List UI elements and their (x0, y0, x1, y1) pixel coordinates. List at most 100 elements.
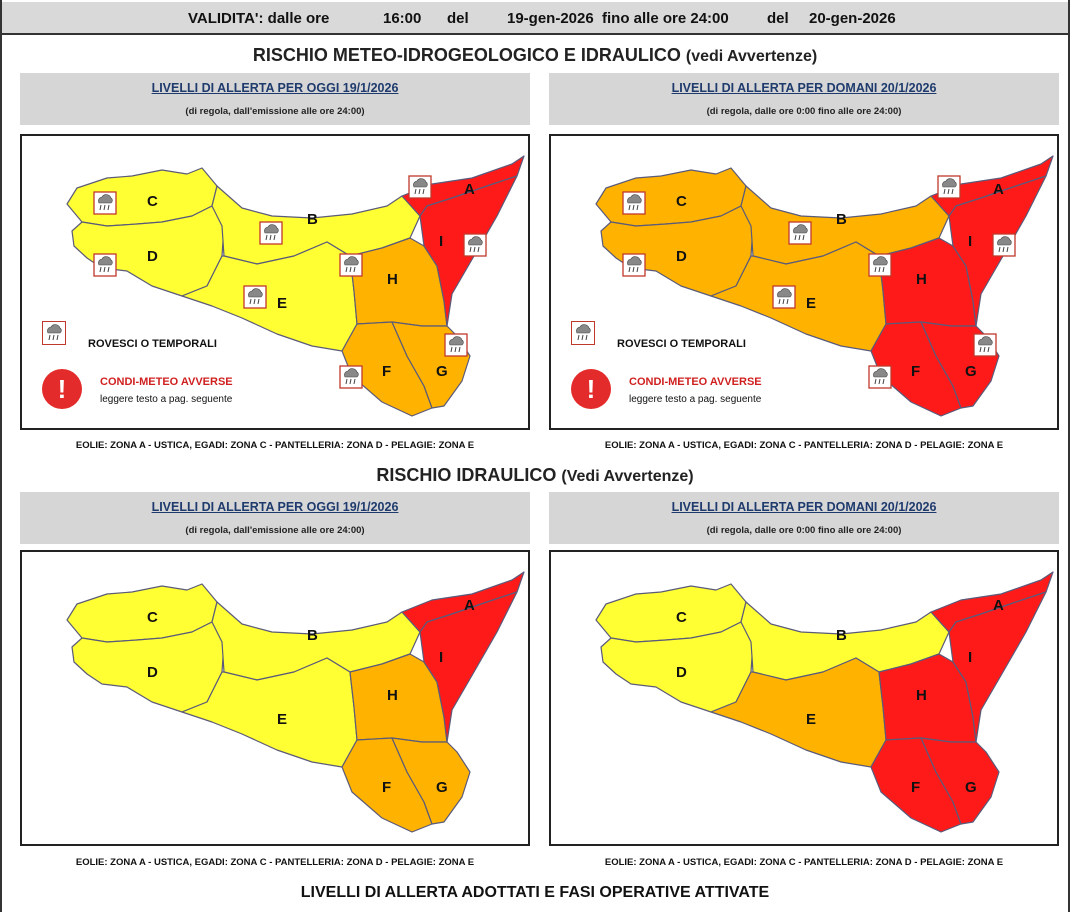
storm-icon (973, 333, 997, 357)
zone-g (391, 737, 471, 825)
storm-icon (339, 253, 363, 277)
map-hydraulic-today: A B C D E F G H I (20, 550, 530, 846)
validity-del-2: del (767, 10, 789, 27)
zone-label-a: A (464, 181, 475, 198)
zone-label-a: A (993, 597, 1004, 614)
storm-icon (788, 221, 812, 245)
storm-icon (992, 233, 1016, 257)
panel-subtitle: (di regola, dalle ore 0:00 fino alle ore… (706, 106, 902, 117)
islands-note: EOLIE: ZONA A - USTICA, EGADI: ZONA C - … (604, 440, 1004, 451)
section-meteo-title: RISCHIO METEO-IDROGEOLOGICO E IDRAULICO … (0, 45, 1070, 66)
zone-label-d: D (676, 248, 687, 265)
zone-label-i: I (968, 233, 972, 250)
islands-note: EOLIE: ZONA A - USTICA, EGADI: ZONA C - … (75, 440, 475, 451)
zone-label-f: F (382, 363, 391, 380)
panel-title: LIVELLI DI ALLERTA PER OGGI 19/1/2026 (151, 500, 399, 514)
panel-subtitle: (di regola, dalle ore 0:00 fino alle ore… (706, 525, 902, 536)
map-hydraulic-tomorrow: A B C D E F G H I (549, 550, 1059, 846)
zone-label-e: E (277, 295, 287, 312)
zone-label-f: F (911, 363, 920, 380)
zone-label-g: G (436, 779, 448, 796)
storm-icon (259, 221, 283, 245)
legend-adverse: CONDI-METEO AVVERSE (629, 376, 762, 388)
section-hydraulic-subtitle: (Vedi Avvertenze) (561, 468, 694, 485)
storm-icon (772, 285, 796, 309)
zone-label-a: A (464, 597, 475, 614)
sicily-map: A B C D E F G H I (595, 571, 1054, 833)
storm-icon (243, 285, 267, 309)
zone-label-f: F (911, 779, 920, 796)
zone-label-d: D (147, 664, 158, 681)
zone-label-b: B (307, 627, 318, 644)
panel-head-hydraulic-today: LIVELLI DI ALLERTA PER OGGI 19/1/2026 (d… (20, 492, 530, 544)
zone-label-g: G (965, 363, 977, 380)
zone-label-i: I (968, 649, 972, 666)
validity-to-date: 20-gen-2026 (809, 10, 896, 27)
sicily-map: A B C D E F G H I (595, 155, 1054, 417)
panel-head-meteo-tomorrow: LIVELLI DI ALLERTA PER DOMANI 20/1/2026 … (549, 73, 1059, 125)
zone-g (920, 737, 1000, 825)
zone-label-h: H (387, 687, 398, 704)
zone-label-h: H (387, 271, 398, 288)
zone-label-c: C (676, 193, 687, 210)
zone-label-h: H (916, 271, 927, 288)
section-hydraulic-title-main: RISCHIO IDRAULICO (376, 465, 557, 485)
zone-label-b: B (307, 211, 318, 228)
zone-i (948, 591, 1047, 743)
sicily-map: A B C D E F G H I (66, 155, 525, 417)
storm-icon (868, 253, 892, 277)
zone-label-i: I (439, 233, 443, 250)
storm-icon (622, 191, 646, 215)
zone-label-h: H (916, 687, 927, 704)
legend-adverse: CONDI-METEO AVVERSE (100, 376, 233, 388)
zone-label-c: C (147, 193, 158, 210)
zone-i (419, 591, 518, 743)
panel-title: LIVELLI DI ALLERTA PER OGGI 19/1/2026 (151, 81, 399, 95)
validity-del-1: del (447, 10, 469, 27)
islands-note: EOLIE: ZONA A - USTICA, EGADI: ZONA C - … (604, 857, 1004, 868)
zone-label-g: G (965, 779, 977, 796)
zone-label-f: F (382, 779, 391, 796)
storm-icon (622, 253, 646, 277)
zone-label-e: E (277, 711, 287, 728)
map-meteo-tomorrow: A B C D E F G H I ROVESCI O TEMPORALI ! CONDI-ME… (549, 134, 1059, 430)
panel-title: LIVELLI DI ALLERTA PER DOMANI 20/1/2026 (671, 81, 937, 95)
legend-adverse-sub: leggere testo a pag. seguente (100, 394, 233, 405)
validity-from-date: 19-gen-2026 (507, 10, 594, 27)
zone-label-a: A (993, 181, 1004, 198)
zone-label-d: D (147, 248, 158, 265)
legend-storms: ROVESCI O TEMPORALI (88, 338, 217, 350)
panel-subtitle: (di regola, dall'emissione alle ore 24:0… (185, 106, 365, 117)
alert-icon: ! (42, 369, 82, 409)
storm-icon (937, 175, 961, 199)
islands-note: EOLIE: ZONA A - USTICA, EGADI: ZONA C - … (75, 857, 475, 868)
zone-label-c: C (147, 609, 158, 626)
storm-icon (463, 233, 487, 257)
storm-icon (42, 321, 66, 345)
sicily-map: A B C D E F G H I (66, 571, 525, 833)
legend-adverse-sub: leggere testo a pag. seguente (629, 394, 762, 405)
storm-icon (571, 321, 595, 345)
validity-from-time: 16:00 (383, 10, 422, 27)
panel-head-meteo-today: LIVELLI DI ALLERTA PER OGGI 19/1/2026 (d… (20, 73, 530, 125)
bottom-title: LIVELLI DI ALLERTA ADOTTATI E FASI OPERA… (300, 884, 770, 901)
map-meteo-today: A B C D E F G H I ROVESCI O TEMPORALI ! CONDI-ME… (20, 134, 530, 430)
validity-bar: VALIDITA': dalle ore 16:00 del 19-gen-20… (2, 2, 1068, 35)
validity-label: VALIDITA': dalle ore (188, 10, 330, 27)
validity-until: fino alle ore 24:00 (602, 10, 729, 27)
zone-label-i: I (439, 649, 443, 666)
alert-icon: ! (571, 369, 611, 409)
panel-title: LIVELLI DI ALLERTA PER DOMANI 20/1/2026 (671, 500, 937, 514)
panel-head-hydraulic-tomorrow: LIVELLI DI ALLERTA PER DOMANI 20/1/2026 … (549, 492, 1059, 544)
storm-icon (339, 365, 363, 389)
storm-icon (868, 365, 892, 389)
section-hydraulic-title: RISCHIO IDRAULICO (Vedi Avvertenze) (0, 465, 1070, 486)
panel-subtitle: (di regola, dall'emissione alle ore 24:0… (185, 525, 365, 536)
zone-label-e: E (806, 711, 816, 728)
zone-label-g: G (436, 363, 448, 380)
storm-icon (93, 253, 117, 277)
storm-icon (408, 175, 432, 199)
zone-label-b: B (836, 627, 847, 644)
zone-label-d: D (676, 664, 687, 681)
